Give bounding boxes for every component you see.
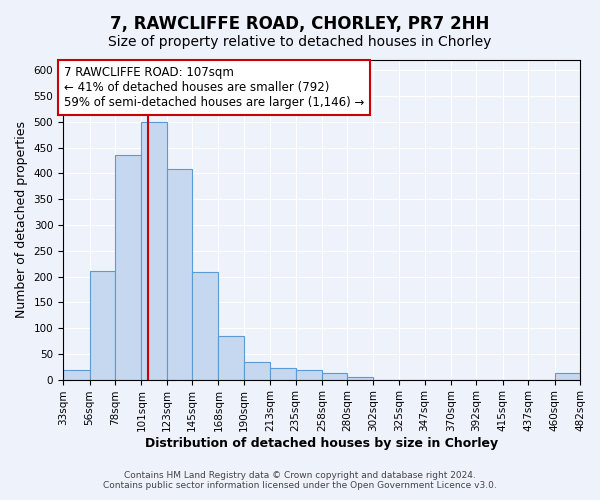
Bar [244, 362, 270, 380]
Bar [270, 368, 296, 380]
Text: 7, RAWCLIFFE ROAD, CHORLEY, PR7 2HH: 7, RAWCLIFFE ROAD, CHORLEY, PR7 2HH [110, 15, 490, 33]
Bar [218, 336, 244, 380]
Bar [347, 377, 373, 380]
Bar [89, 271, 115, 380]
Bar [554, 373, 580, 380]
X-axis label: Distribution of detached houses by size in Chorley: Distribution of detached houses by size … [145, 437, 498, 450]
Bar [167, 170, 192, 380]
Y-axis label: Number of detached properties: Number of detached properties [15, 122, 28, 318]
Bar [296, 370, 322, 380]
Text: 7 RAWCLIFFE ROAD: 107sqm
← 41% of detached houses are smaller (792)
59% of semi-: 7 RAWCLIFFE ROAD: 107sqm ← 41% of detach… [64, 66, 365, 109]
Text: Contains HM Land Registry data © Crown copyright and database right 2024.
Contai: Contains HM Land Registry data © Crown c… [103, 470, 497, 490]
Bar [142, 122, 167, 380]
Bar [115, 156, 142, 380]
Bar [192, 272, 218, 380]
Bar [63, 370, 89, 380]
Bar [322, 373, 347, 380]
Text: Size of property relative to detached houses in Chorley: Size of property relative to detached ho… [109, 35, 491, 49]
